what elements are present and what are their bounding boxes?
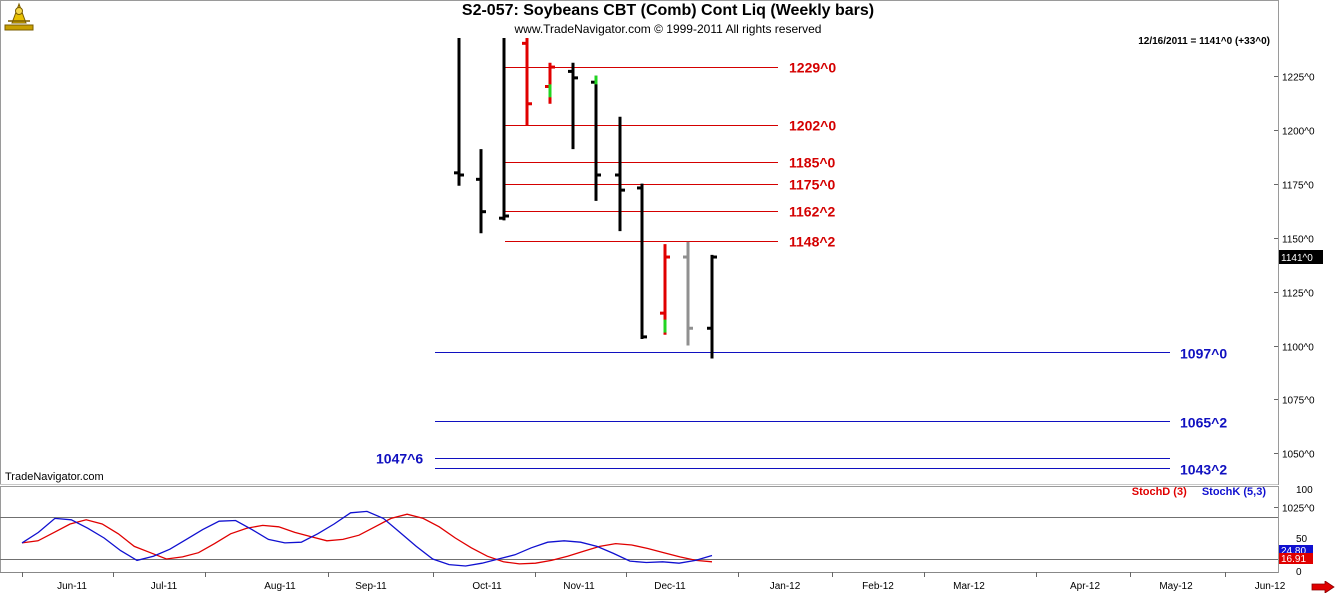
- price-bar: [615, 116, 625, 232]
- support-label: 1097^0: [1180, 346, 1227, 362]
- x-tick-label: Oct-11: [472, 581, 502, 592]
- price-panel-frame: [0, 0, 1279, 485]
- stochastic-legend: StochD (3) StochK (5,3): [1120, 486, 1266, 498]
- stoch-y-tick-label: 0: [1296, 567, 1302, 578]
- legend-stoch-k: StochK (5,3): [1201, 486, 1266, 498]
- y-tick-label: 1100^0: [1282, 343, 1314, 354]
- last-price-label: 1141^0: [1281, 253, 1313, 264]
- x-tick-label: Jan-12: [770, 581, 801, 592]
- price-bar: [522, 38, 532, 126]
- stoch-k-value-label: 24.80: [1281, 546, 1306, 557]
- stoch-d-value-box: [1279, 553, 1313, 564]
- price-bar: [545, 62, 555, 104]
- x-tick-label: Dec-11: [654, 581, 686, 592]
- support-label: 1065^2: [1180, 415, 1227, 431]
- stoch-y-tick-label: 100: [1296, 485, 1313, 496]
- y-tick-label: 1050^0: [1282, 450, 1315, 461]
- y-tick-label: 1025^0: [1282, 504, 1315, 515]
- y-tick-label: 1125^0: [1282, 289, 1314, 300]
- stoch-d-value-label: 16.91: [1281, 554, 1306, 565]
- y-tick-label: 1225^0: [1282, 73, 1315, 84]
- scroll-right-arrow-icon[interactable]: [1311, 581, 1335, 593]
- price-bar: [499, 38, 509, 221]
- resistance-label: 1202^0: [789, 118, 836, 134]
- x-tick-label: May-12: [1159, 581, 1193, 592]
- x-tick-label: Jul-11: [151, 581, 178, 592]
- y-tick-label: 1200^0: [1282, 127, 1315, 138]
- brand-text: TradeNavigator.com: [5, 471, 104, 483]
- x-tick-label: Jun-11: [57, 581, 87, 592]
- price-bar: [591, 75, 601, 201]
- legend-stoch-d: StochD (3): [1131, 486, 1187, 498]
- y-tick-label: 1150^0: [1282, 235, 1314, 246]
- price-bar: [707, 254, 717, 359]
- resistance-label: 1175^0: [789, 177, 836, 193]
- support-label: 1043^2: [1180, 462, 1227, 478]
- price-bar: [476, 149, 486, 234]
- last-price-readout: 12/16/2011 = 1141^0 (+33^0): [1138, 36, 1270, 47]
- y-tick-label: 1175^0: [1282, 181, 1314, 192]
- resistance-label: 1229^0: [789, 60, 836, 76]
- last-price-box: [1279, 250, 1323, 264]
- stoch-line: [21, 513, 713, 565]
- stoch-k-value-box: [1279, 545, 1313, 556]
- price-bar: [454, 38, 464, 186]
- x-tick-label: Aug-11: [264, 581, 296, 592]
- copyright-text: www.TradeNavigator.com © 1999-2011 All r…: [514, 22, 822, 36]
- x-tick-label: Mar-12: [953, 581, 985, 592]
- resistance-label: 1162^2: [789, 204, 836, 220]
- resistance-label: 1148^2: [789, 234, 836, 250]
- x-tick-label: Nov-11: [563, 581, 595, 592]
- price-bar: [683, 241, 693, 346]
- stoch-line: [21, 510, 713, 567]
- support-label: 1047^6: [376, 451, 423, 467]
- x-tick-label: Apr-12: [1070, 581, 1100, 592]
- x-tick-label: Feb-12: [862, 581, 894, 592]
- x-tick-label: Jun-12: [1255, 581, 1286, 592]
- stoch-y-tick-label: 50: [1296, 534, 1308, 545]
- page-title: S2-057: Soybeans CBT (Comb) Cont Liq (We…: [461, 2, 875, 19]
- resistance-label: 1185^0: [789, 155, 836, 171]
- price-bar: [637, 183, 647, 340]
- title-bar: S2-057: Soybeans CBT (Comb) Cont Liq (We…: [0, 0, 1336, 24]
- y-tick-label: 1075^0: [1282, 396, 1315, 407]
- x-tick-label: Sep-11: [355, 581, 387, 592]
- price-bar: [568, 62, 578, 150]
- navigator-logo-icon: [4, 2, 34, 31]
